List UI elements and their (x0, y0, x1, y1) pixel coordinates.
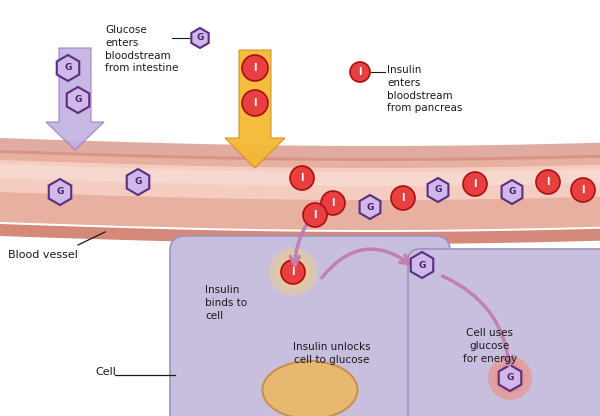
Polygon shape (428, 178, 448, 202)
FancyArrow shape (225, 50, 285, 168)
Text: I: I (253, 98, 257, 108)
Circle shape (290, 166, 314, 190)
Polygon shape (411, 252, 433, 278)
Text: G: G (196, 34, 203, 42)
Text: G: G (134, 178, 142, 186)
Polygon shape (67, 87, 89, 113)
Circle shape (495, 363, 525, 393)
Text: I: I (331, 198, 335, 208)
Circle shape (391, 186, 415, 210)
Circle shape (276, 255, 310, 289)
Text: I: I (473, 179, 477, 189)
Text: Glucose
enters
bloodstream
from intestine: Glucose enters bloodstream from intestin… (105, 25, 178, 73)
Polygon shape (49, 179, 71, 205)
FancyBboxPatch shape (170, 236, 450, 416)
Text: G: G (367, 203, 374, 211)
Text: I: I (401, 193, 405, 203)
Text: G: G (434, 186, 442, 195)
Polygon shape (127, 169, 149, 195)
Polygon shape (0, 224, 600, 244)
Text: I: I (358, 67, 362, 77)
Text: Cell: Cell (95, 367, 116, 377)
Circle shape (321, 191, 345, 215)
FancyBboxPatch shape (408, 249, 600, 416)
Polygon shape (0, 150, 600, 230)
Circle shape (242, 55, 268, 81)
Text: Insulin unlocks
cell to glucose: Insulin unlocks cell to glucose (293, 342, 371, 365)
Text: I: I (546, 177, 550, 187)
Text: G: G (56, 188, 64, 196)
Text: G: G (74, 96, 82, 104)
Polygon shape (502, 180, 523, 204)
Text: Cell uses
glucose
for energy: Cell uses glucose for energy (463, 328, 517, 364)
Circle shape (269, 248, 317, 296)
Text: Insulin
binds to
cell: Insulin binds to cell (205, 285, 247, 321)
Circle shape (242, 90, 268, 116)
Text: I: I (291, 267, 295, 277)
Ellipse shape (263, 361, 358, 416)
Polygon shape (0, 138, 600, 161)
Text: I: I (313, 210, 317, 220)
Text: G: G (508, 188, 515, 196)
Text: Blood vessel: Blood vessel (8, 250, 78, 260)
Text: I: I (253, 63, 257, 73)
Circle shape (303, 203, 327, 227)
Circle shape (536, 170, 560, 194)
Circle shape (350, 62, 370, 82)
Polygon shape (0, 160, 600, 200)
Polygon shape (359, 195, 380, 219)
Polygon shape (0, 164, 600, 186)
Text: G: G (64, 64, 71, 72)
Circle shape (281, 260, 305, 284)
Polygon shape (191, 28, 209, 48)
Circle shape (571, 178, 595, 202)
FancyArrow shape (46, 48, 104, 150)
Polygon shape (57, 55, 79, 81)
Text: I: I (581, 185, 585, 195)
Text: G: G (506, 374, 514, 382)
Text: Insulin
enters
bloodstream
from pancreas: Insulin enters bloodstream from pancreas (387, 65, 463, 114)
Circle shape (463, 172, 487, 196)
Circle shape (488, 356, 532, 400)
Text: G: G (418, 260, 425, 270)
Text: I: I (300, 173, 304, 183)
Polygon shape (499, 365, 521, 391)
